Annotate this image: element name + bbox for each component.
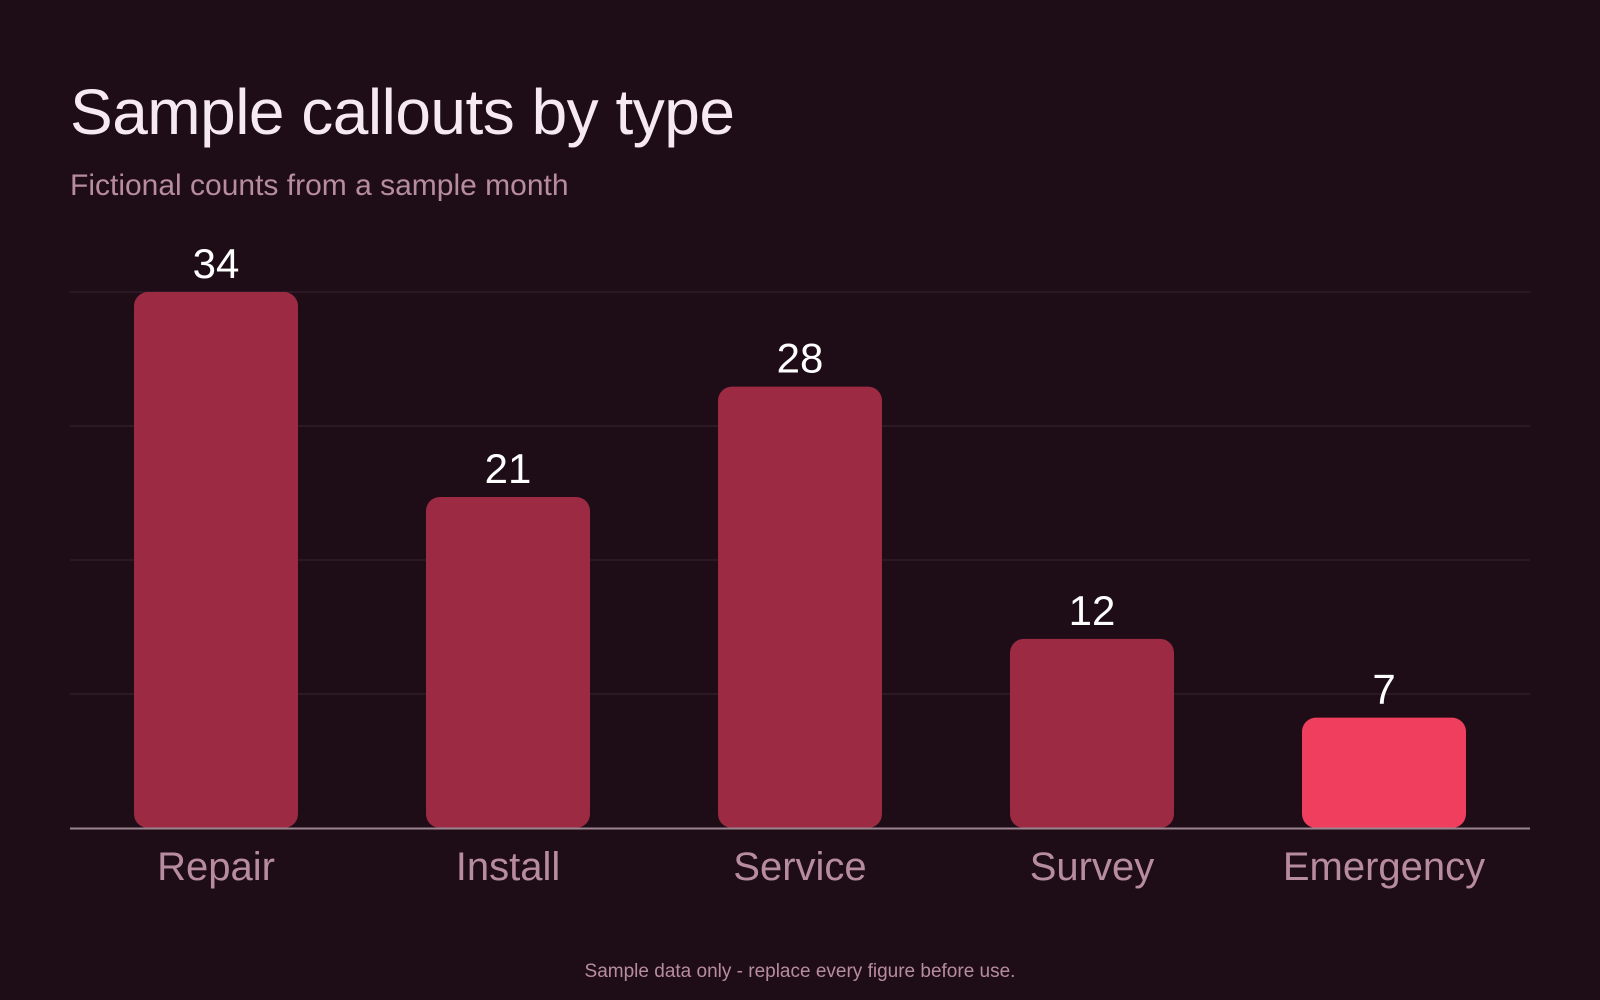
chart-title: Sample callouts by type: [70, 76, 735, 148]
bar-install: [426, 496, 590, 828]
value-label-repair: 34: [193, 240, 240, 287]
category-label-repair: Repair: [157, 845, 275, 889]
category-label-survey: Survey: [1030, 845, 1155, 889]
value-label-service: 28: [777, 335, 824, 382]
value-label-install: 21: [485, 445, 532, 492]
category-labels: Repair Install Service Survey Emergency: [157, 845, 1485, 889]
bar-repair: [134, 292, 298, 828]
category-label-install: Install: [456, 845, 561, 889]
category-label-service: Service: [733, 845, 866, 889]
bar-survey: [1010, 638, 1174, 828]
bar-emergency: [1302, 717, 1466, 828]
category-label-emergency: Emergency: [1283, 845, 1485, 889]
value-label-emergency: 7: [1372, 666, 1395, 713]
bar-service: [718, 386, 882, 828]
bars: [134, 292, 1466, 828]
footnote: Sample data only - replace every figure …: [584, 961, 1016, 982]
chart-subtitle: Fictional counts from a sample month: [70, 169, 569, 202]
value-labels: 34 21 28 12 7: [193, 240, 1396, 713]
value-label-survey: 12: [1069, 587, 1116, 634]
